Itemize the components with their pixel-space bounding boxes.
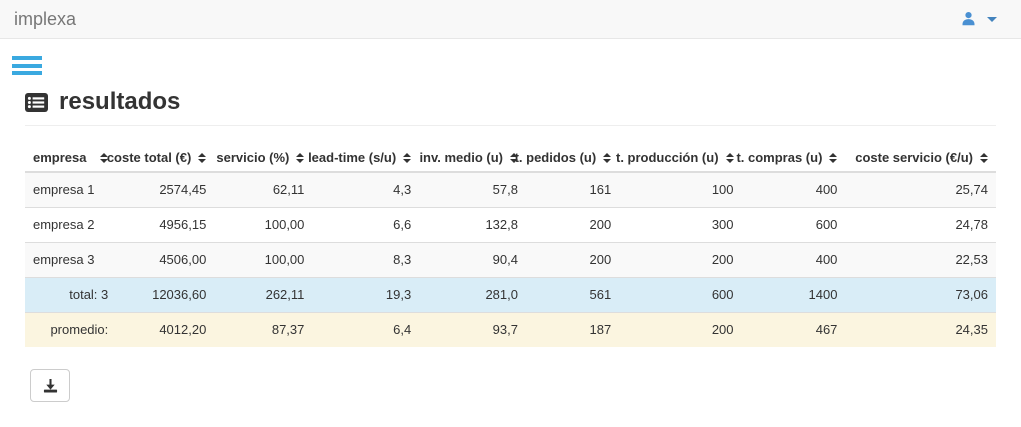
sort-icon[interactable] — [980, 152, 988, 163]
bars-icon — [12, 56, 42, 60]
value-cell: 187 — [525, 312, 620, 347]
sort-icon[interactable] — [198, 152, 207, 163]
caret-down-icon — [987, 16, 997, 22]
sort-icon[interactable] — [829, 152, 838, 163]
sort-icon[interactable] — [509, 152, 518, 163]
column-header-1[interactable]: coste total (€) — [107, 144, 215, 173]
value-cell: 73,06 — [845, 277, 996, 313]
value-cell: 4012,20 — [116, 312, 215, 347]
results-table: empresa coste total (€) servicio (%) lead-t… — [25, 144, 996, 347]
column-label: t. producción (u) — [615, 150, 719, 165]
value-cell: 467 — [741, 312, 846, 347]
navbar: implexa — [0, 0, 1021, 39]
row-label-cell: empresa 1 — [25, 171, 117, 208]
results-table-body: empresa 1 2574,45 62,11 4,3 57,8 161 100 400 25,… — [25, 171, 996, 347]
value-cell: 262,11 — [214, 277, 313, 313]
page-header: resultados — [25, 89, 996, 126]
sort-icon[interactable] — [403, 152, 412, 163]
value-cell: 200 — [525, 242, 620, 278]
column-label: empresa — [33, 150, 87, 165]
list-alt-icon — [25, 92, 48, 112]
value-cell: 24,78 — [845, 207, 996, 243]
sort-icon[interactable] — [603, 152, 612, 163]
download-icon — [43, 378, 58, 393]
row-label-cell: empresa 3 — [25, 242, 117, 278]
column-header-8[interactable]: coste servicio (€/u) — [845, 144, 996, 173]
column-header-7[interactable]: t. compras (u) — [736, 144, 846, 173]
value-cell: 200 — [525, 207, 620, 243]
value-cell: 132,8 — [419, 207, 526, 243]
value-cell: 561 — [525, 277, 620, 313]
value-cell: 400 — [741, 242, 846, 278]
value-cell: 6,4 — [312, 312, 420, 347]
column-label: servicio (%) — [216, 150, 290, 165]
column-header-3[interactable]: lead-time (s/u) — [308, 144, 420, 173]
value-cell: 200 — [619, 312, 742, 347]
sort-icon[interactable] — [296, 152, 305, 163]
value-cell: 200 — [619, 242, 742, 278]
row-label-cell: empresa 2 — [25, 207, 117, 243]
user-dropdown-toggle[interactable] — [960, 11, 997, 27]
download-button[interactable] — [30, 369, 70, 402]
column-header-6[interactable]: t. producción (u) — [615, 144, 742, 173]
value-cell: 400 — [741, 171, 846, 208]
column-label: coste total (€) — [106, 150, 192, 165]
value-cell: 62,11 — [214, 171, 313, 208]
value-cell: 2574,45 — [116, 171, 215, 208]
column-label: coste servicio (€/u) — [855, 150, 973, 165]
value-cell: 93,7 — [419, 312, 526, 347]
value-cell: 300 — [619, 207, 742, 243]
value-cell: 19,3 — [312, 277, 420, 313]
value-cell: 4956,15 — [116, 207, 215, 243]
value-cell: 6,6 — [312, 207, 420, 243]
user-icon — [960, 11, 977, 27]
value-cell: 87,37 — [214, 312, 313, 347]
main-content: resultados empresa coste total (€) servici… — [0, 89, 1021, 402]
average-row: promedio: 4012,20 87,37 6,4 93,7 187 200 467 24,… — [25, 312, 996, 347]
table-row: empresa 1 2574,45 62,11 4,3 57,8 161 100 400 25,… — [25, 171, 996, 208]
value-cell: 161 — [525, 171, 620, 208]
value-cell: 600 — [741, 207, 846, 243]
column-header-0[interactable]: empresa — [25, 144, 117, 173]
column-label: inv. medio (u) — [419, 150, 503, 165]
column-label: t. pedidos (u) — [514, 150, 597, 165]
sort-icon[interactable] — [100, 152, 109, 163]
value-cell: 4506,00 — [116, 242, 215, 278]
column-label: lead-time (s/u) — [308, 150, 397, 165]
column-label: t. compras (u) — [736, 150, 823, 165]
value-cell: 281,0 — [419, 277, 526, 313]
sidebar-toggle-button[interactable] — [12, 56, 42, 75]
value-cell: 1400 — [741, 277, 846, 313]
value-cell: 100,00 — [214, 207, 313, 243]
value-cell: 22,53 — [845, 242, 996, 278]
table-row: empresa 3 4506,00 100,00 8,3 90,4 200 200 400 22… — [25, 242, 996, 278]
value-cell: 24,35 — [845, 312, 996, 347]
total-row: total: 3 12036,60 262,11 19,3 281,0 561 600 140… — [25, 277, 996, 313]
table-header-row: empresa coste total (€) servicio (%) lead-t… — [25, 144, 996, 173]
sort-icon[interactable] — [725, 152, 734, 163]
column-header-2[interactable]: servicio (%) — [214, 144, 313, 173]
value-cell: 100 — [619, 171, 742, 208]
value-cell: 25,74 — [845, 171, 996, 208]
page-title: resultados — [59, 88, 181, 115]
value-cell: 57,8 — [419, 171, 526, 208]
row-label-cell: total: 3 — [25, 277, 117, 313]
table-row: empresa 2 4956,15 100,00 6,6 132,8 200 300 600 2… — [25, 207, 996, 243]
row-label-cell: promedio: — [25, 312, 117, 347]
value-cell: 600 — [619, 277, 742, 313]
value-cell: 8,3 — [312, 242, 420, 278]
value-cell: 4,3 — [312, 171, 420, 208]
column-header-5[interactable]: t. pedidos (u) — [515, 144, 620, 173]
results-table-header: empresa coste total (€) servicio (%) lead-t… — [25, 144, 996, 173]
column-header-4[interactable]: inv. medio (u) — [419, 144, 526, 173]
value-cell: 12036,60 — [116, 277, 215, 313]
brand-link[interactable]: implexa — [14, 8, 77, 29]
value-cell: 90,4 — [419, 242, 526, 278]
value-cell: 100,00 — [214, 242, 313, 278]
